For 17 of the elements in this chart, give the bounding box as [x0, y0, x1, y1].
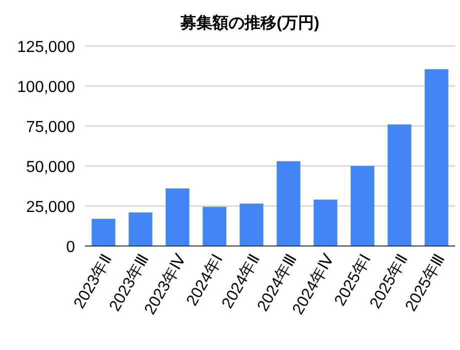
y-tick-label: 125,000 — [17, 39, 76, 56]
bar — [92, 218, 116, 246]
bar — [240, 204, 264, 246]
y-tick-label: 75,000 — [26, 119, 76, 136]
bar — [202, 206, 226, 246]
bar — [276, 161, 300, 246]
bar — [350, 166, 374, 246]
bar — [314, 200, 338, 246]
y-tick-label: 50,000 — [26, 159, 76, 176]
bar — [128, 212, 152, 246]
bar — [424, 69, 448, 246]
y-tick-label: 0 — [66, 239, 76, 256]
y-tick-label: 25,000 — [26, 199, 76, 216]
y-tick-label: 100,000 — [17, 79, 76, 96]
chart-title: 募集額の推移(万円) — [180, 14, 320, 32]
bar — [388, 124, 412, 246]
bar — [166, 188, 190, 246]
